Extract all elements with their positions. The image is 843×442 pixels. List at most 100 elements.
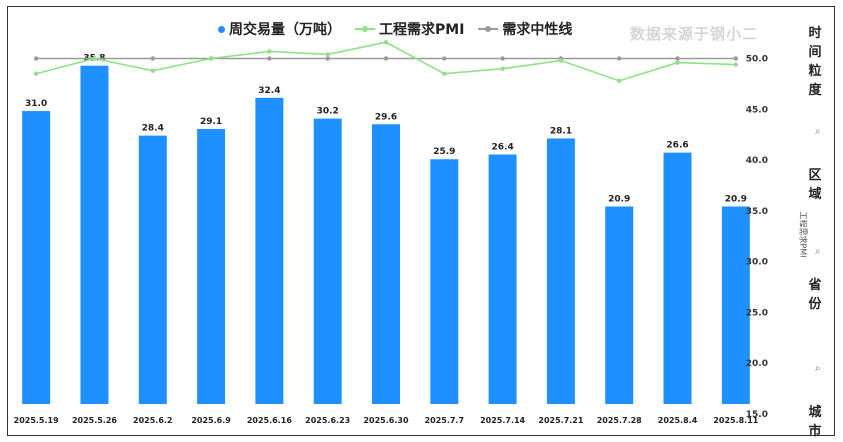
x-tick-label: 2025.5.19 <box>14 416 59 425</box>
bar-value-label: 26.6 <box>666 141 688 151</box>
neutral-point[interactable] <box>150 56 155 61</box>
neutral-point[interactable] <box>733 56 739 61</box>
x-tick-label: 2025.7.14 <box>480 416 525 425</box>
neutral-point[interactable] <box>442 56 447 61</box>
x-tick-label: 2025.8.4 <box>658 416 698 425</box>
bar-value-label: 30.2 <box>317 107 339 117</box>
pmi-point[interactable] <box>617 78 622 84</box>
bar-value-label: 29.1 <box>200 117 222 127</box>
volume-bar[interactable] <box>663 152 692 404</box>
y-right-tick-label: 25.0 <box>746 308 768 318</box>
city-char-1: 城 <box>808 405 822 420</box>
y-right-tick-label: 30.0 <box>746 258 768 268</box>
neutral-point[interactable] <box>325 56 330 61</box>
time-char-4: 度 <box>808 83 822 98</box>
y-right-tick-label: 50.0 <box>746 55 768 65</box>
search-icon[interactable]: ⌕ <box>815 363 821 374</box>
search-icon[interactable]: ⌕ <box>815 246 821 257</box>
pmi-point[interactable] <box>325 52 330 57</box>
bar-value-label: 25.9 <box>433 147 455 157</box>
neutral-point[interactable] <box>675 56 680 61</box>
y-right-tick-label: 20.0 <box>746 359 768 369</box>
pmi-point[interactable] <box>208 56 214 61</box>
side-filter-panel: 时 间 粒 度 ⌕ 区 域 ⌕ 省 份 ⌕ 城 市 <box>803 20 833 440</box>
volume-bar[interactable] <box>488 154 517 404</box>
bar-value-label: 29.6 <box>375 112 397 122</box>
x-tick-label: 2025.5.26 <box>72 416 117 425</box>
city-control[interactable]: 城 市 <box>803 403 827 441</box>
y-right-tick-label: 15.0 <box>746 410 768 420</box>
y-right-tick-label: 45.0 <box>746 105 768 115</box>
volume-bar[interactable] <box>313 118 342 405</box>
time-char-1: 时 <box>808 26 822 41</box>
volume-bar[interactable] <box>22 111 51 405</box>
region-control[interactable]: 区 域 <box>803 166 827 204</box>
bar-value-label: 20.9 <box>725 194 747 204</box>
pmi-point[interactable] <box>558 58 564 63</box>
neutral-point[interactable] <box>500 56 505 61</box>
pmi-point[interactable] <box>150 68 155 73</box>
region-char-2: 域 <box>808 187 822 202</box>
volume-bar[interactable] <box>372 124 400 404</box>
x-tick-label: 2025.7.28 <box>597 416 642 425</box>
legend-item-pmi[interactable]: 工程需求PMI <box>355 19 464 39</box>
city-char-2: 市 <box>808 424 822 439</box>
bar-value-label: 32.4 <box>258 86 280 96</box>
chart-plot: 31.02025.5.1935.82025.5.2628.42025.6.229… <box>14 40 768 425</box>
volume-bar[interactable] <box>138 135 167 404</box>
x-tick-label: 2025.6.9 <box>191 416 231 425</box>
chart-legend: 周交易量（万吨） 工程需求PMI 需求中性线 <box>218 19 572 39</box>
bar-value-label: 20.9 <box>608 194 630 204</box>
pmi-point[interactable] <box>442 71 447 76</box>
bar-value-label: 28.4 <box>142 124 164 134</box>
legend-volume-marker <box>218 25 225 33</box>
time-char-3: 粒 <box>808 64 822 79</box>
chart-frame: 周交易量（万吨） 工程需求PMI 需求中性线 数据来源于钢小二 31.0 2025… <box>7 6 835 436</box>
y-right-tick-label: 40.0 <box>746 156 768 166</box>
neutral-point[interactable] <box>33 56 39 61</box>
volume-bar[interactable] <box>430 159 459 404</box>
volume-bar[interactable] <box>605 206 634 404</box>
legend-neutral-label: 需求中性线 <box>502 22 573 38</box>
volume-bar[interactable] <box>546 138 575 404</box>
volume-bar[interactable] <box>197 129 226 404</box>
region-char-1: 区 <box>808 168 822 183</box>
neutral-point[interactable] <box>617 56 622 61</box>
x-tick-label: 2025.8.11 <box>713 416 758 425</box>
pmi-point[interactable] <box>92 56 97 61</box>
legend-pmi-label: 工程需求PMI <box>379 22 465 38</box>
bar-value-label: 26.4 <box>492 143 514 153</box>
time-granularity-control[interactable]: 时 间 粒 度 <box>803 24 827 100</box>
pmi-point[interactable] <box>33 71 39 76</box>
volume-bar[interactable] <box>255 97 284 404</box>
time-char-2: 间 <box>808 45 822 60</box>
legend-pmi-marker <box>355 26 375 32</box>
pmi-point[interactable] <box>383 40 389 45</box>
x-tick-label: 2025.6.2 <box>133 416 172 425</box>
neutral-point[interactable] <box>267 56 272 61</box>
province-char-1: 省 <box>808 278 822 293</box>
legend-item-volume[interactable]: 周交易量（万吨） <box>218 19 341 39</box>
pmi-point[interactable] <box>500 66 505 71</box>
bar-value-label: 31.0 <box>25 99 47 109</box>
volume-bar[interactable] <box>721 206 750 404</box>
search-icon[interactable]: ⌕ <box>815 126 821 137</box>
legend-volume-label: 周交易量（万吨） <box>229 22 341 38</box>
data-source-watermark: 数据来源于钢小二 <box>630 25 759 43</box>
x-tick-label: 2025.7.7 <box>425 416 464 425</box>
x-tick-label: 2025.6.23 <box>305 416 350 425</box>
province-control[interactable]: 省 份 <box>803 276 827 314</box>
bar-value-label: 28.1 <box>550 126 572 136</box>
x-tick-label: 2025.6.30 <box>363 416 408 425</box>
pmi-point[interactable] <box>675 60 680 65</box>
y-right-tick-label: 35.0 <box>746 207 768 217</box>
pmi-point[interactable] <box>733 62 739 67</box>
province-char-2: 份 <box>808 297 822 312</box>
x-tick-label: 2025.7.21 <box>538 416 583 425</box>
volume-bar[interactable] <box>80 65 109 404</box>
legend-item-neutral[interactable]: 需求中性线 <box>478 19 572 39</box>
pmi-point[interactable] <box>267 49 272 54</box>
legend-neutral-marker <box>478 26 499 32</box>
pmi-line <box>35 41 736 82</box>
neutral-point[interactable] <box>383 56 389 61</box>
